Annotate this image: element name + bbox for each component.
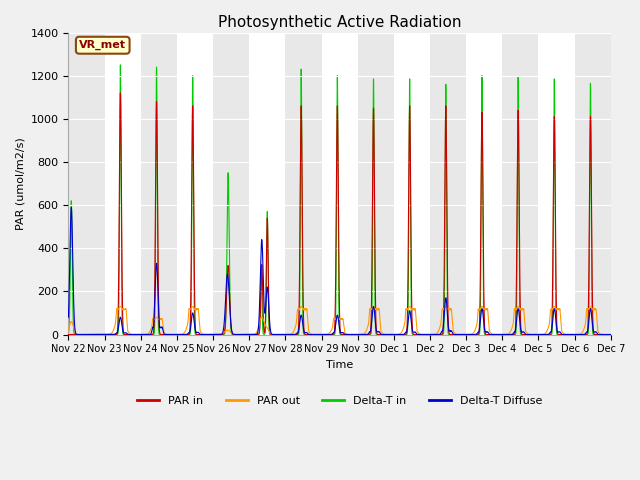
Bar [213,33,249,335]
Bar [285,33,321,335]
Bar [430,33,466,335]
X-axis label: Time: Time [326,360,353,370]
Y-axis label: PAR (umol/m2/s): PAR (umol/m2/s) [15,137,25,230]
Bar [68,33,104,335]
Bar [575,33,611,335]
Text: VR_met: VR_met [79,40,126,50]
Bar [358,33,394,335]
Legend: PAR in, PAR out, Delta-T in, Delta-T Diffuse: PAR in, PAR out, Delta-T in, Delta-T Dif… [132,391,547,410]
Title: Photosynthetic Active Radiation: Photosynthetic Active Radiation [218,15,461,30]
Bar [141,33,177,335]
Bar [502,33,538,335]
